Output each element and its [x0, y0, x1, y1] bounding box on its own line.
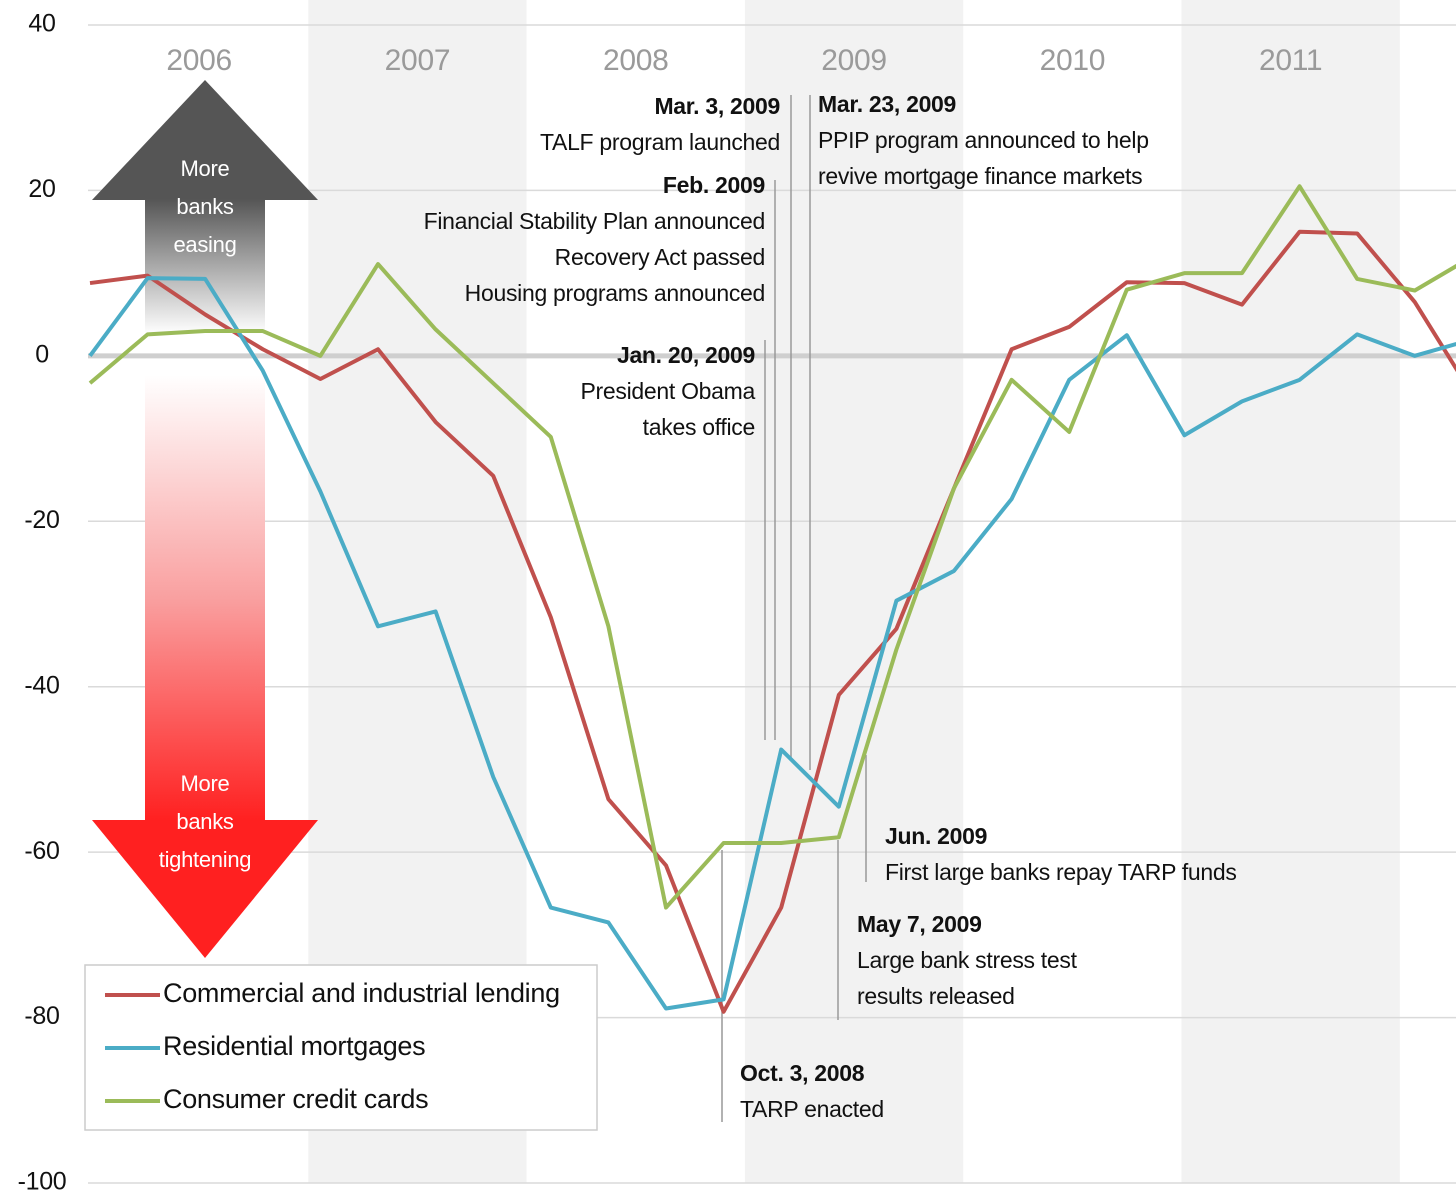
annotation-text: Recovery Act passed	[555, 244, 765, 270]
annotation-date: Jun. 2009	[885, 823, 987, 849]
series-line	[88, 184, 1456, 910]
arrow-label: banks	[176, 809, 234, 834]
down-arrow-shaft	[145, 375, 265, 821]
annotation-date: Mar. 23, 2009	[818, 91, 956, 117]
arrow-label: easing	[173, 232, 236, 257]
arrow-label: More	[181, 156, 230, 181]
year-label: 2007	[385, 44, 451, 77]
legend-box	[84, 964, 598, 1131]
y-tick-label: -40	[24, 671, 59, 699]
annotation-date: Jan. 20, 2009	[617, 342, 755, 368]
up-arrow-head	[92, 80, 318, 200]
up-arrow-shaft	[145, 199, 265, 334]
annotation-text: First large banks repay TARP funds	[885, 859, 1237, 885]
annotation-text: revive mortgage finance markets	[818, 163, 1142, 189]
year-label: 2006	[166, 44, 232, 77]
down-arrow-head	[92, 820, 318, 958]
y-tick-label: -80	[24, 1002, 59, 1030]
y-tick-label: -60	[24, 837, 59, 865]
annotation-text: TALF program launched	[540, 129, 780, 155]
annotation-text: Large bank stress test	[857, 947, 1078, 973]
legend-label: Consumer credit cards	[163, 1084, 428, 1114]
annotation-date: May 7, 2009	[857, 911, 982, 937]
y-tick-label: 0	[35, 340, 49, 368]
annotation-text: Financial Stability Plan announced	[424, 208, 765, 234]
year-band	[744, 0, 964, 1183]
annotation-date: Feb. 2009	[663, 172, 765, 198]
arrow-label: More	[181, 771, 230, 796]
series-line	[89, 229, 1456, 1014]
year-band	[1181, 0, 1400, 1183]
year-label: 2011	[1259, 44, 1322, 77]
y-tick-label: 40	[28, 10, 55, 38]
year-label: 2009	[821, 44, 887, 77]
annotation-text: TARP enacted	[740, 1096, 884, 1122]
legend-label: Commercial and industrial lending	[163, 978, 560, 1008]
y-tick-label: -100	[18, 1168, 67, 1193]
year-label: 2008	[603, 44, 669, 77]
y-tick-label: -20	[24, 506, 59, 534]
series-line	[88, 276, 1456, 1011]
arrows	[92, 80, 318, 958]
annotation-text: President Obama	[581, 378, 756, 404]
arrow-label: banks	[176, 194, 234, 219]
annotation-text: results released	[857, 983, 1015, 1009]
annotation-date: Mar. 3, 2009	[654, 93, 780, 119]
year-label: 2010	[1040, 44, 1106, 77]
arrow-label: tightening	[159, 847, 251, 872]
legend-label: Residential mortgages	[163, 1031, 425, 1061]
annotation-text: PPIP program announced to help	[818, 127, 1149, 153]
annotation-text: Housing programs announced	[465, 280, 765, 306]
annotation-text: takes office	[643, 414, 755, 440]
annotation-date: Oct. 3, 2008	[740, 1060, 865, 1086]
y-tick-label: 20	[28, 175, 55, 203]
